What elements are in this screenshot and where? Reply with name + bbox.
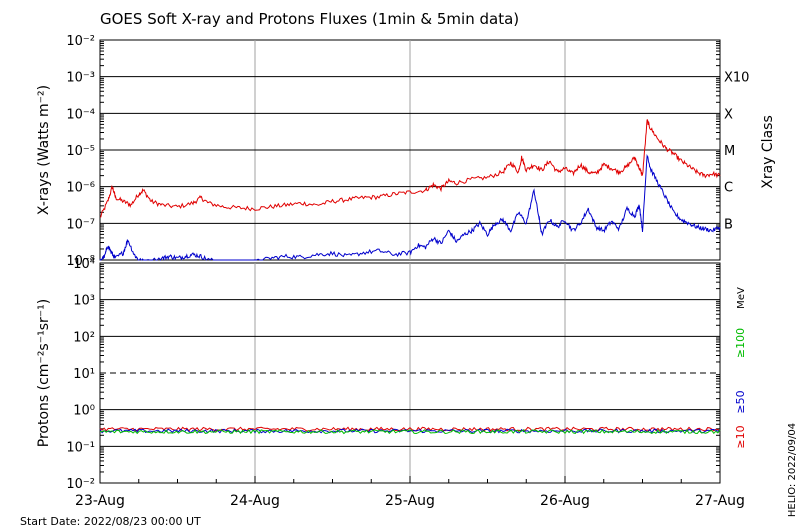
xray-class-label: C (724, 181, 733, 196)
y-tick-label: 10⁻⁸ (66, 254, 95, 269)
xray-class-label: B (724, 217, 733, 232)
xray-panel: 10⁻⁸ 10⁻⁷ 10⁻⁶ 10⁻⁵ 10⁻⁴ 10⁻³ 10⁻² X-rays (Watt… (36, 34, 749, 269)
x-axis: 23-Aug 24-Aug 25-Aug 26-Aug 27-Aug (75, 476, 745, 509)
proton-legend-label: ≥10 (734, 425, 747, 448)
xray-class-label: X (724, 107, 733, 122)
proton-series (99, 428, 721, 434)
side-stamp: HELIO: 2022/09/04 (787, 423, 798, 517)
y-tick-label: 10⁻⁵ (66, 144, 95, 159)
y-tick-label: 10⁻¹ (66, 440, 95, 455)
proton-legend-label: ≥100 (734, 328, 747, 358)
y-tick-label: 10⁻⁷ (66, 217, 95, 232)
y-tick-label: 10⁰ (73, 404, 95, 419)
xray-class-title: Xray Class (760, 115, 776, 189)
y-tick-label: 10⁻⁴ (66, 107, 95, 122)
x-tick-label: 27-Aug (695, 493, 745, 509)
y-tick-label: 10⁻² (66, 34, 95, 49)
proton-series (99, 426, 721, 432)
y-tick-label: 10⁻² (66, 477, 95, 492)
xray-long-series (99, 119, 721, 218)
x-tick-label: 25-Aug (385, 493, 435, 509)
y-tick-label: 10⁻⁶ (66, 181, 95, 196)
y-tick-label: 10¹ (73, 367, 95, 382)
xray-class-label: X10 (724, 71, 749, 86)
proton-series (99, 428, 721, 435)
y-tick-label: 10³ (73, 294, 95, 309)
mev-label: MeV (736, 287, 747, 309)
x-tick-label: 23-Aug (75, 493, 125, 509)
y-axis-label: Protons (cm⁻²s⁻¹sr⁻¹) (36, 299, 52, 448)
x-tick-label: 24-Aug (230, 493, 280, 509)
start-date-label: Start Date: 2022/08/23 00:00 UT (20, 515, 201, 528)
y-tick-label: 10² (73, 330, 95, 345)
y-tick-label: 10⁴ (73, 257, 95, 272)
y-axis-label: X-rays (Watts m⁻²) (36, 85, 52, 215)
xray-class-label: M (724, 144, 735, 159)
xray-short-series (99, 153, 721, 261)
proton-legend-label: ≥50 (734, 390, 747, 413)
chart-title: GOES Soft X-ray and Protons Fluxes (1min… (100, 10, 519, 28)
x-tick-label: 26-Aug (540, 493, 590, 509)
proton-panel: 10⁻² 10⁻¹ 10⁰ 10¹ 10² 10³ 10⁴ Protons (cm⁻²s⁻¹s… (36, 257, 747, 492)
y-tick-label: 10⁻³ (66, 71, 95, 86)
